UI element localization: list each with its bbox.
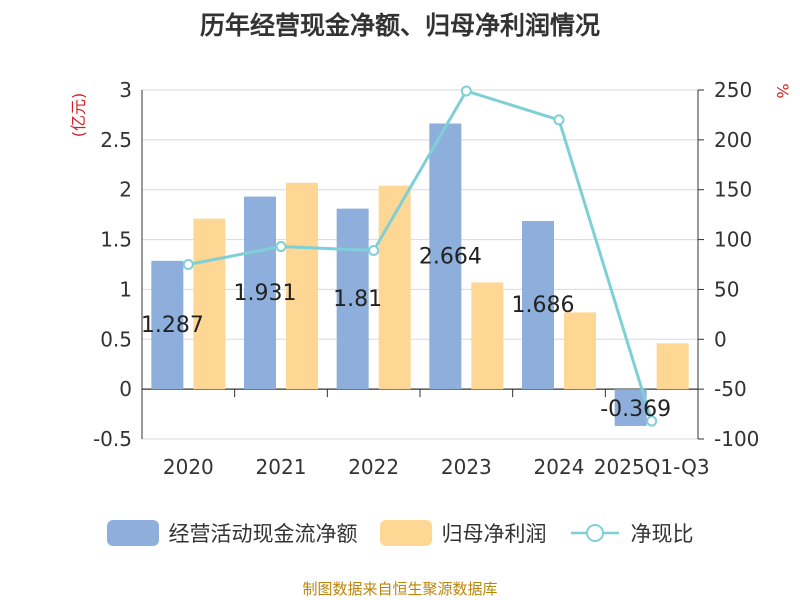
y-right-tick-label: 0: [714, 327, 727, 351]
point-ratio: [646, 415, 658, 427]
legend-item-profit[interactable]: 归母净利润: [379, 518, 547, 548]
bar-profit: [286, 182, 318, 390]
source-note: 制图数据来自恒生聚源数据库: [302, 580, 498, 598]
y-right-tick-label: 150: [714, 178, 752, 202]
data-label-cash: 1.686: [512, 293, 575, 318]
bar-cash: [522, 221, 554, 390]
y-left-tick-label: 2.5: [100, 128, 132, 152]
point-ratio: [460, 85, 472, 97]
bar-cash: [244, 196, 276, 390]
data-label-cash: -0.369: [600, 397, 671, 422]
y-left-tick-label: 3: [119, 78, 132, 102]
bar-profit: [656, 343, 689, 390]
chart-title: 历年经营现金净额、归母净利润情况: [199, 11, 600, 40]
y-left-axis-title: (亿元): [69, 93, 88, 138]
x-tick-label: 2024: [534, 455, 585, 479]
legend-label-ratio: 净现比: [630, 522, 694, 546]
legend-swatch-profit: [379, 520, 432, 546]
bar-cash: [429, 123, 462, 390]
legend-item-cash[interactable]: 经营活动现金流净额: [106, 518, 358, 548]
bar-cash: [614, 389, 647, 426]
data-label-cash: 2.664: [419, 244, 482, 269]
legend: 经营活动现金流净额 归母净利润 净现比: [0, 518, 800, 548]
y-right-axis-title: %: [773, 83, 792, 98]
x-tick-label: 2022: [348, 455, 399, 479]
y-right-tick-label: -100: [714, 427, 759, 451]
line-ratio: [188, 89, 654, 422]
point-ratio: [275, 241, 287, 253]
data-label-cash: 1.931: [234, 281, 297, 306]
bar-profit: [193, 218, 226, 390]
y-left-tick-label: 0: [119, 377, 132, 401]
legend-label-cash: 经营活动现金流净额: [168, 522, 358, 546]
y-right-tick-label: -50: [714, 377, 747, 401]
point-ratio: [182, 259, 194, 270]
bar-cash: [151, 260, 184, 390]
y-left-tick-label: 0.5: [100, 327, 132, 351]
bar-profit: [471, 282, 504, 390]
y-right-tick-label: 100: [714, 228, 752, 252]
x-tick-label: 2023: [441, 455, 492, 479]
bar-profit: [378, 185, 411, 390]
point-ratio: [553, 114, 565, 126]
y-right-tick-label: 250: [714, 78, 752, 102]
legend-circle: [585, 524, 604, 542]
x-tick-label: 2021: [256, 455, 307, 479]
y-right-tick-label: 50: [714, 277, 739, 301]
x-tick-label: 2025Q1-Q3: [594, 455, 710, 479]
legend-label-profit: 归母净利润: [441, 522, 547, 546]
data-label-cash: 1.287: [141, 313, 204, 338]
y-left-tick-label: 1.5: [100, 228, 132, 252]
y-right-tick-label: 200: [714, 128, 752, 152]
point-ratio: [368, 245, 380, 257]
legend-swatch-cash: [106, 520, 159, 546]
y-left-tick-label: 2: [119, 178, 132, 202]
y-left-tick-label: -0.5: [93, 427, 132, 451]
y-left-tick-label: 1: [119, 277, 132, 301]
x-tick-label: 2020: [163, 455, 214, 479]
bar-profit: [564, 312, 596, 390]
legend-item-ratio[interactable]: 净现比: [569, 518, 694, 548]
legend-line-marker-icon: [570, 524, 619, 542]
bar-cash: [336, 208, 369, 390]
data-label-cash: 1.81: [333, 287, 382, 312]
